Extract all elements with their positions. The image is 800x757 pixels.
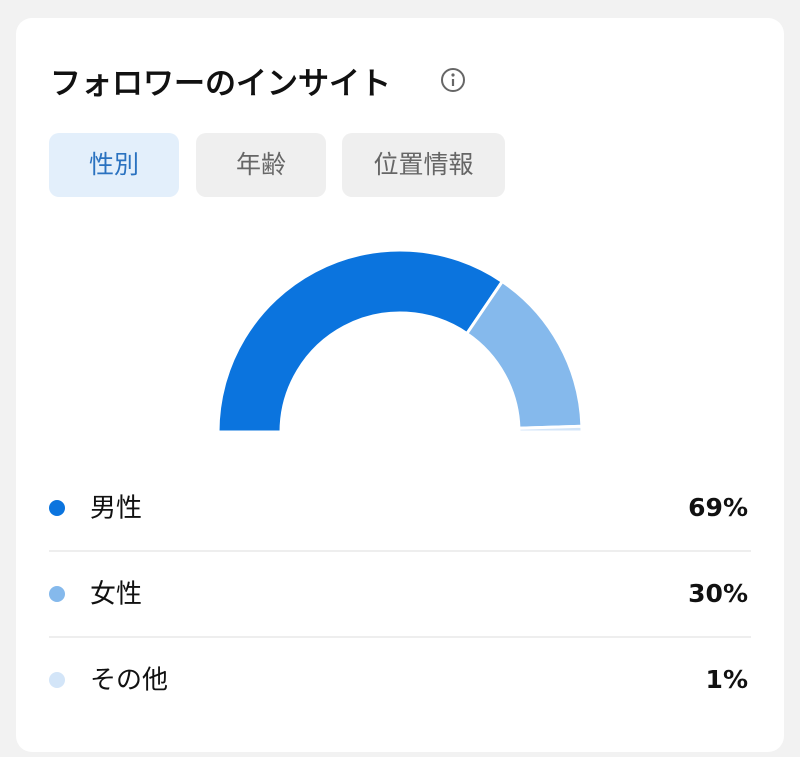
legend-label: その他 bbox=[90, 666, 168, 696]
arc-segment bbox=[517, 424, 584, 434]
legend-value: 69% bbox=[688, 493, 748, 522]
legend-dot bbox=[49, 586, 65, 602]
legend-value: 30% bbox=[688, 579, 748, 608]
tab[interactable]: 位置情報 bbox=[342, 133, 505, 197]
legend-value: 1% bbox=[706, 665, 748, 694]
legend-dot bbox=[49, 672, 65, 688]
arc-segment bbox=[216, 248, 505, 434]
info-icon[interactable] bbox=[440, 67, 466, 93]
card-title: フォロワーのインサイト bbox=[50, 66, 391, 102]
card: フォロワーのインサイト 性別 年齢 位置情報 bbox=[16, 18, 784, 752]
legend-dot bbox=[49, 500, 65, 516]
legend-label: 男性 bbox=[90, 494, 142, 524]
tab[interactable]: 性別 bbox=[49, 133, 179, 197]
legend-label: 女性 bbox=[90, 580, 142, 610]
tab[interactable]: 年齢 bbox=[196, 133, 326, 197]
